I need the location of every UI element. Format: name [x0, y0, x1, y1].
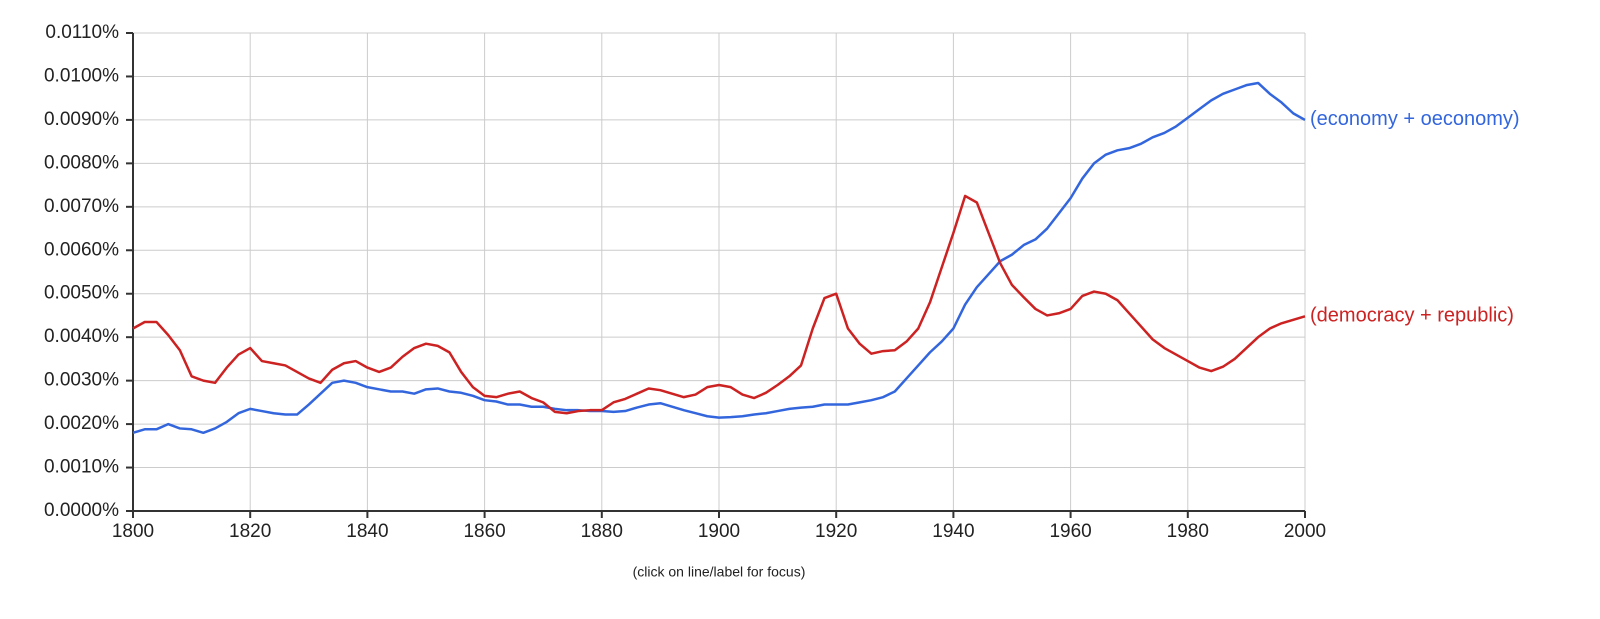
x-tick-label: 1840: [346, 521, 388, 542]
series-label[interactable]: (economy + oeconomy): [1310, 108, 1520, 130]
y-tick-label: 0.0090%: [44, 109, 119, 130]
y-tick-label: 0.0010%: [44, 457, 119, 478]
x-tick-label: 1980: [1167, 521, 1209, 542]
y-tick-label: 0.0110%: [45, 22, 119, 43]
y-tick-label: 0.0040%: [44, 326, 119, 347]
y-tick-label: 0.0060%: [44, 239, 119, 260]
y-tick-label: 0.0030%: [44, 370, 119, 391]
series-line[interactable]: [132, 81, 1306, 435]
y-tick-label: 0.0080%: [44, 152, 119, 173]
x-tick-label: 1960: [1049, 521, 1091, 542]
x-tick-label: 1920: [815, 521, 857, 542]
series-label[interactable]: (democracy + republic): [1310, 305, 1514, 327]
y-tick-label: 0.0020%: [44, 413, 119, 434]
x-tick-label: 1820: [229, 521, 271, 542]
annotation: (click on line/label for focus): [633, 564, 806, 580]
x-tick-label: 1900: [698, 521, 740, 542]
x-tick-label: 1880: [581, 521, 623, 542]
y-tick-label: 0.0100%: [44, 65, 119, 86]
x-tick-label: 1860: [463, 521, 505, 542]
y-tick-label: 0.0070%: [44, 196, 119, 217]
y-tick-label: 0.0050%: [44, 283, 119, 304]
y-tick-label: 0.0000%: [44, 500, 119, 521]
x-tick-label: 2000: [1284, 521, 1326, 542]
x-tick-label: 1940: [932, 521, 974, 542]
series-line[interactable]: [132, 194, 1306, 415]
x-tick-label: 1800: [112, 521, 154, 542]
